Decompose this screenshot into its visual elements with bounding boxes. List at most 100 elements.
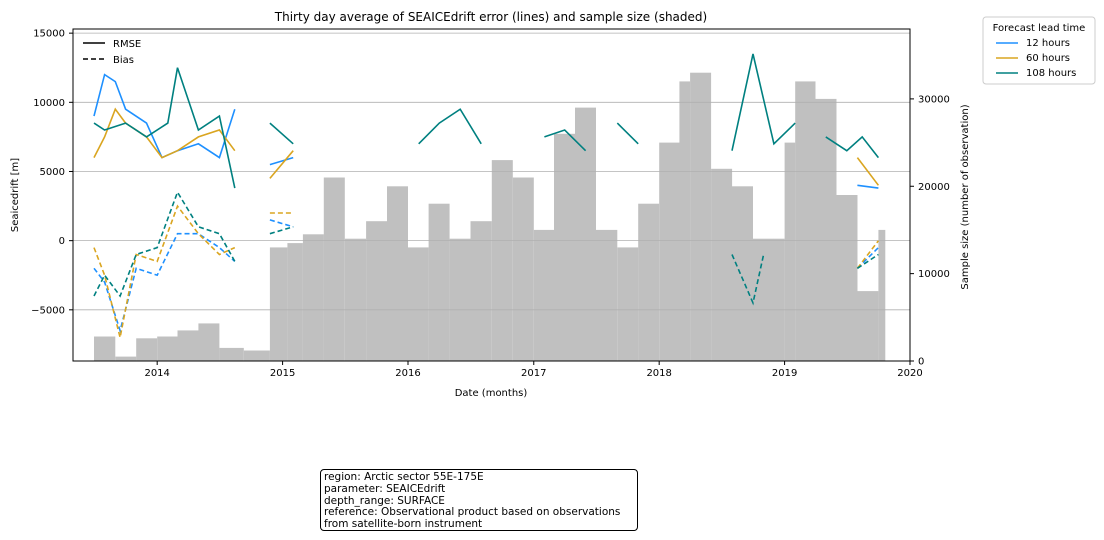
sample-bar bbox=[773, 238, 785, 361]
legend-60h-label: 60 hours bbox=[1026, 53, 1070, 64]
series-line-12-hours-bias bbox=[93, 232, 236, 334]
sample-bar bbox=[711, 168, 733, 361]
series-line-108-hours-bias bbox=[269, 226, 294, 235]
legend-108h-label: 108 hours bbox=[1026, 68, 1076, 79]
y2-tick-label: 0 bbox=[918, 357, 924, 368]
x-tick-label: 2019 bbox=[772, 368, 797, 379]
sample-bar bbox=[157, 336, 178, 361]
chart-title: Thirty day average of SEAICEdrift error … bbox=[274, 10, 707, 24]
sample-bar bbox=[344, 238, 367, 361]
sample-bar bbox=[243, 350, 270, 361]
series-lines bbox=[93, 53, 880, 338]
y2-tick-label: 10000 bbox=[918, 269, 950, 280]
sample-bar bbox=[575, 107, 596, 361]
sample-bar bbox=[795, 81, 816, 362]
legend-bias-label: Bias bbox=[113, 55, 134, 66]
series-line-108-hours-rmse bbox=[269, 122, 294, 145]
series-line-60-hours-rmse bbox=[93, 107, 236, 159]
series-line-60-hours-rmse bbox=[856, 157, 880, 186]
info-reference-cont: from satellite-born instrument bbox=[324, 518, 483, 531]
sample-bar bbox=[302, 234, 324, 361]
y2-tick-label: 30000 bbox=[918, 94, 950, 105]
legend-rmse-label: RMSE bbox=[113, 39, 141, 50]
sample-bar bbox=[198, 323, 220, 361]
x-tick-label: 2017 bbox=[521, 368, 546, 379]
y-tick-label: 15000 bbox=[33, 29, 65, 40]
sample-bar bbox=[177, 330, 199, 361]
info-box: region: Arctic sector 55E-175E parameter… bbox=[320, 469, 638, 531]
plot-frame bbox=[72, 28, 911, 362]
x-axis: 2014 2015 2016 2017 2018 2019 2020 bbox=[144, 361, 923, 379]
sample-bar bbox=[554, 133, 575, 361]
sample-bar bbox=[815, 98, 837, 362]
series-line-60-hours-bias bbox=[856, 240, 880, 269]
info-parameter: parameter: SEAICEdrift bbox=[324, 482, 446, 495]
sample-bar bbox=[287, 243, 303, 361]
y-tick-label: 10000 bbox=[33, 98, 65, 109]
y-axis-left: −5000 0 5000 10000 15000 bbox=[31, 29, 73, 316]
sample-bar bbox=[366, 221, 388, 361]
sample-bar bbox=[219, 347, 244, 361]
y-tick-label: −5000 bbox=[31, 305, 65, 316]
x-tick-label: 2015 bbox=[270, 368, 295, 379]
x-axis-label: Date (months) bbox=[455, 388, 528, 399]
sample-bar bbox=[94, 336, 116, 361]
sample-bar bbox=[596, 229, 618, 361]
sample-bar bbox=[836, 195, 858, 361]
sample-size-bars bbox=[94, 72, 886, 362]
series-line-108-hours-rmse bbox=[731, 53, 796, 151]
sample-bar bbox=[659, 142, 680, 361]
series-line-12-hours-rmse bbox=[93, 73, 236, 159]
series-line-108-hours-bias bbox=[731, 254, 765, 306]
series-line-108-hours-rmse bbox=[418, 108, 482, 145]
series-line-60-hours-rmse bbox=[269, 150, 294, 179]
sample-bar bbox=[491, 160, 513, 361]
y-tick-label: 5000 bbox=[40, 167, 65, 178]
y2-tick-label: 20000 bbox=[918, 182, 950, 193]
series-line-108-hours-bias bbox=[856, 253, 879, 269]
sample-bar bbox=[136, 338, 158, 361]
y-tick-label: 0 bbox=[59, 236, 65, 247]
x-tick-label: 2020 bbox=[897, 368, 922, 379]
style-legend: RMSE Bias bbox=[83, 39, 141, 66]
x-tick-label: 2014 bbox=[144, 368, 169, 379]
series-line-60-hours-bias bbox=[93, 204, 236, 338]
legend-frame bbox=[982, 16, 1096, 85]
series-line-12-hours-bias bbox=[269, 219, 294, 228]
x-tick-label: 2016 bbox=[395, 368, 420, 379]
info-reference: reference: Observational product based o… bbox=[324, 506, 621, 519]
sample-bar bbox=[323, 177, 345, 361]
sample-bar bbox=[269, 247, 288, 361]
sample-bar bbox=[449, 238, 471, 361]
series-line-108-hours-rmse bbox=[544, 129, 587, 152]
sample-bar bbox=[878, 229, 886, 361]
sample-bar bbox=[857, 291, 879, 361]
sample-bar bbox=[753, 238, 774, 361]
plot-area bbox=[72, 28, 911, 362]
info-depth-range: depth_range: SURFACE bbox=[324, 494, 445, 507]
series-line-12-hours-rmse bbox=[269, 156, 294, 166]
series-line-12-hours-rmse bbox=[857, 184, 879, 189]
sample-bar bbox=[784, 142, 796, 361]
y2-axis-label: Sample size (number of observation) bbox=[960, 104, 971, 289]
sample-bar bbox=[387, 186, 408, 361]
sample-bar bbox=[638, 203, 660, 361]
legend-12h-label: 12 hours bbox=[1026, 38, 1070, 49]
sample-bar bbox=[428, 203, 450, 361]
sample-bar bbox=[115, 356, 137, 361]
sample-bar bbox=[408, 247, 429, 361]
sample-bar bbox=[690, 72, 712, 361]
sample-bar bbox=[470, 221, 492, 361]
series-line-108-hours-rmse bbox=[825, 135, 880, 159]
legend-title: Forecast lead time bbox=[993, 23, 1086, 34]
sample-bar bbox=[533, 229, 555, 361]
lead-time-legend: Forecast lead time 12 hours 60 hours 108… bbox=[982, 16, 1096, 85]
y-axis-label: Seaicedrift [m] bbox=[10, 158, 21, 232]
sample-bar bbox=[617, 247, 639, 361]
series-line-108-hours-rmse bbox=[93, 67, 236, 189]
series-line-108-hours-rmse bbox=[616, 122, 639, 145]
y-axis-right: 0 10000 20000 30000 bbox=[910, 94, 950, 368]
grid-lines bbox=[73, 32, 910, 311]
series-line-108-hours-bias bbox=[93, 190, 236, 298]
